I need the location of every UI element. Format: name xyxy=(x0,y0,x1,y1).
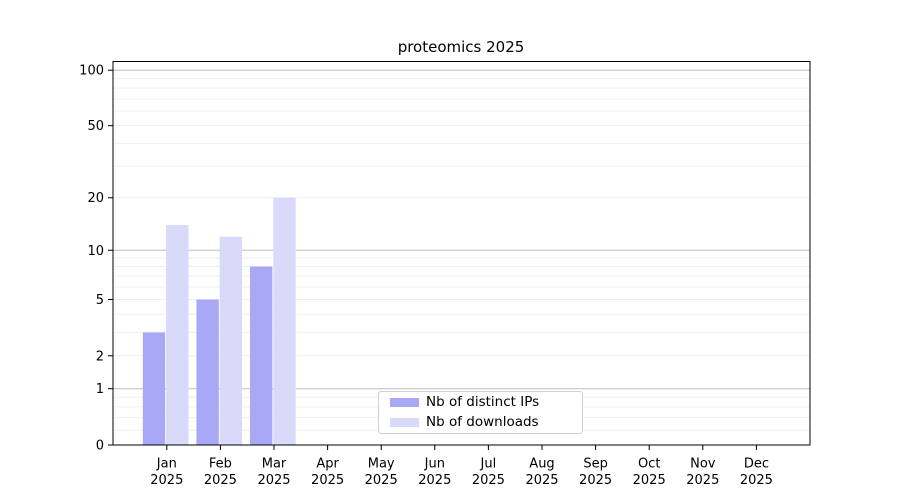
legend-swatch-downloads xyxy=(390,418,419,427)
y-tick-label: 20 xyxy=(87,191,104,206)
x-tick-label-month: Mar xyxy=(262,457,287,472)
bar-nb-of-distinct-ips-feb xyxy=(196,299,219,445)
x-tick-label-year: 2025 xyxy=(472,473,505,488)
x-tick-label-month: Apr xyxy=(316,457,339,472)
axes-layer xyxy=(108,61,811,450)
x-tick-label-year: 2025 xyxy=(204,473,237,488)
bar-nb-of-distinct-ips-mar xyxy=(250,266,273,445)
x-tick-label-month: Dec xyxy=(744,457,769,472)
y-tick-label: 50 xyxy=(87,119,104,134)
labels-layer: 0125102050100Jan2025Feb2025Mar2025Apr202… xyxy=(79,64,773,488)
bar-nb-of-downloads-mar xyxy=(273,197,296,445)
legend-item-downloads: Nb of downloads xyxy=(379,414,582,431)
legend-label: Nb of distinct IPs xyxy=(426,394,540,410)
legend-swatch-distinct-ips xyxy=(390,398,419,407)
y-tick-label: 5 xyxy=(96,293,104,308)
y-tick-label: 10 xyxy=(87,244,104,259)
x-tick-label-month: Nov xyxy=(690,457,716,472)
bar-nb-of-downloads-jan xyxy=(166,225,189,445)
y-tick-label: 0 xyxy=(96,439,104,454)
bar-nb-of-distinct-ips-jan xyxy=(142,332,166,445)
x-tick-label-month: May xyxy=(368,457,395,472)
x-tick-label-year: 2025 xyxy=(579,473,612,488)
legend: Nb of distinct IPs Nb of downloads xyxy=(378,391,583,434)
x-tick-label-month: Aug xyxy=(529,457,554,472)
x-tick-label-month: Feb xyxy=(209,457,232,472)
x-tick-label-year: 2025 xyxy=(365,473,398,488)
x-tick-label-year: 2025 xyxy=(311,473,344,488)
x-tick-label-month: Sep xyxy=(583,457,608,472)
x-tick-label-year: 2025 xyxy=(686,473,719,488)
x-tick-label-month: Jul xyxy=(480,457,497,472)
x-tick-label-year: 2025 xyxy=(418,473,451,488)
x-tick-label-month: Jan xyxy=(156,457,177,472)
x-tick-label-year: 2025 xyxy=(633,473,666,488)
y-tick-label: 2 xyxy=(96,349,104,364)
x-tick-label-year: 2025 xyxy=(150,473,183,488)
y-tick-label: 1 xyxy=(96,382,104,397)
legend-label: Nb of downloads xyxy=(426,414,539,430)
x-tick-label-month: Oct xyxy=(638,457,660,472)
plot-frame xyxy=(112,61,811,446)
y-tick-label: 100 xyxy=(79,64,104,79)
x-tick-label-year: 2025 xyxy=(740,473,773,488)
x-tick-label-year: 2025 xyxy=(525,473,558,488)
chart-title: proteomics 2025 xyxy=(398,38,525,56)
x-tick-label-year: 2025 xyxy=(257,473,290,488)
bar-nb-of-downloads-feb xyxy=(219,236,243,445)
bars-layer xyxy=(142,197,296,445)
x-tick-label-month: Jun xyxy=(424,457,445,472)
legend-item-distinct-ips: Nb of distinct IPs xyxy=(379,394,582,411)
